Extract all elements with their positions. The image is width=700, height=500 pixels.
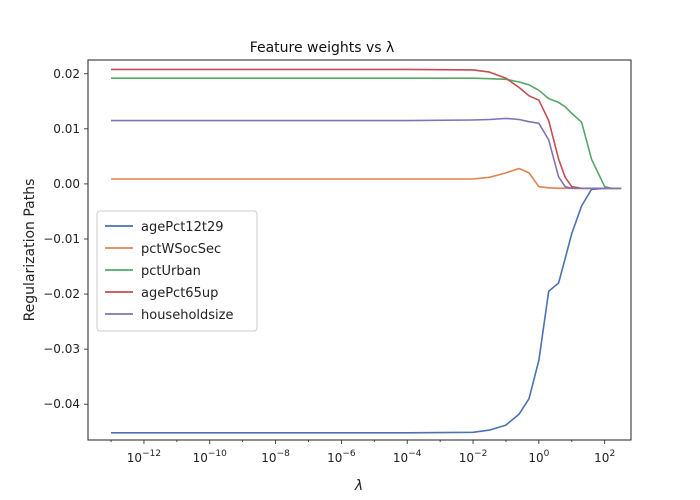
x-tick-label: 10−10	[193, 449, 228, 465]
chart-title: Feature weights vs λ	[250, 40, 395, 56]
x-tick-label: 10−6	[327, 449, 356, 465]
y-tick-label: −0.03	[43, 342, 80, 356]
y-tick-label: −0.01	[43, 232, 80, 246]
x-tick-label: 100	[528, 449, 549, 465]
y-axis-title: Regularization Paths	[22, 179, 38, 322]
y-tick-label: 0.01	[53, 122, 80, 136]
legend-label: pctUrban	[141, 264, 201, 279]
y-tick-label: −0.04	[43, 397, 80, 411]
x-tick-label: 102	[594, 449, 615, 465]
legend-label: agePct65up	[141, 286, 218, 301]
x-tick-label: 10−8	[261, 449, 290, 465]
legend: agePct12t29 pctWSocSec pctUrban agePct65up h…	[96, 210, 258, 332]
x-tick-label: 10−12	[127, 449, 161, 465]
x-axis: 10−12 10−10 10−8 10−6 10−4 10−2 100 102	[110, 440, 615, 465]
y-tick-label: 0.00	[53, 177, 80, 191]
x-tick-label: 10−2	[459, 449, 488, 465]
y-axis: 0.02 0.01 0.00 −0.01 −0.02 −0.03 −0.04	[43, 67, 88, 411]
y-tick-label: −0.02	[43, 287, 80, 301]
legend-label: pctWSocSec	[141, 242, 221, 257]
legend-label: agePct12t29	[141, 220, 223, 235]
x-axis-title: λ	[354, 478, 363, 494]
y-tick-label: 0.02	[53, 67, 80, 81]
series-line-pctUrban	[111, 77, 622, 190]
series-lines	[111, 68, 622, 434]
x-tick-label: 10−4	[393, 449, 422, 465]
legend-label: householdsize	[141, 308, 233, 323]
legend-box	[96, 210, 258, 332]
series-line-householdsize	[111, 117, 622, 190]
